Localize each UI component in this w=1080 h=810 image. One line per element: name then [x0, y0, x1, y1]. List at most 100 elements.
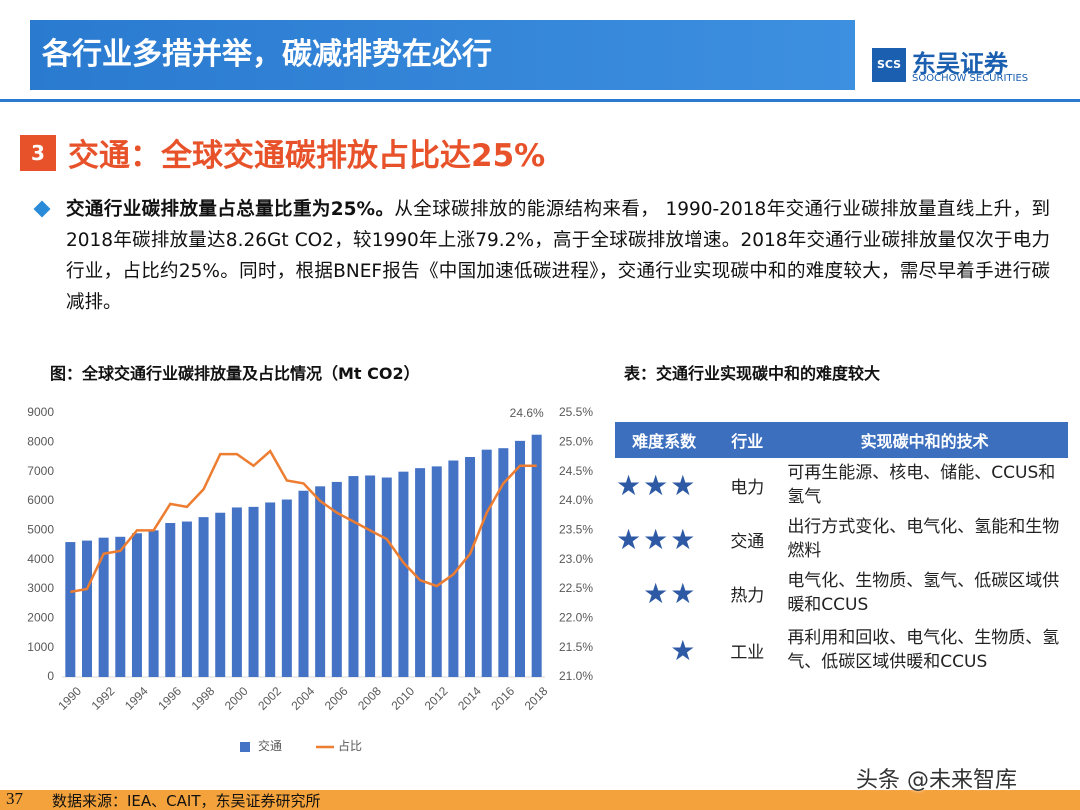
x-tick-label: 2006	[322, 684, 351, 713]
source: 数据来源：IEA、CAIT，东吴证券研究所	[52, 792, 321, 810]
table-cell: 交通	[730, 531, 765, 552]
y-tick-label: 1000	[27, 640, 54, 654]
bar	[98, 537, 109, 677]
chart: 0 1000 2000 3000 4000 5000 6000 7000 8000 9000 21.…	[27, 405, 593, 753]
bar	[248, 506, 259, 677]
bar	[215, 512, 226, 677]
table: 难度系数 行业 实现碳中和的技术 ★★★ 电力 可再生能源、核电、储能、CCUS和氢…	[615, 422, 1068, 680]
table-cell: 电力	[730, 477, 765, 498]
y-tick-label: 9000	[27, 405, 54, 419]
x-tick-label: 2008	[355, 684, 384, 713]
x-tick-label: 1994	[122, 684, 151, 713]
legend-label: 占比	[338, 738, 362, 753]
x-tick-label: 1998	[189, 684, 218, 713]
divider	[0, 99, 1080, 102]
table-cell: 电气化、生物质、氢气、低碳区域供暖和CCUS	[787, 571, 1060, 615]
header-cell: 难度系数	[632, 432, 697, 451]
table-cell: 可再生能源、核电、储能、CCUS和氢气	[787, 463, 1056, 507]
table-row: ★★★ 交通 出行方式变化、电气化、氢能和生物燃料	[615, 512, 1068, 566]
x-tick-label: 2002	[255, 684, 284, 713]
table-header: 难度系数 行业 实现碳中和的技术	[615, 422, 1068, 458]
bar	[315, 486, 326, 677]
bar	[498, 448, 509, 677]
bar	[198, 517, 209, 677]
bar	[465, 457, 476, 677]
bar	[398, 471, 409, 677]
y2-tick-label: 21.5%	[559, 640, 593, 654]
y2-tick-label: 22.0%	[559, 611, 593, 625]
section-number: 3	[20, 135, 56, 171]
header-cell: 行业	[731, 432, 764, 451]
y2-tick-label: 22.5%	[559, 581, 593, 595]
bar	[431, 466, 442, 677]
bar	[81, 540, 92, 677]
table-row: ★ 工业 再利用和回收、电气化、生物质、氢气、低碳区域供暖和CCUS	[615, 620, 1068, 680]
bar	[415, 468, 426, 677]
table-cell: 工业	[730, 642, 765, 663]
chart-title: 图：全球交通行业碳排放量及占比情况（Mt CO2）	[50, 364, 420, 383]
x-tick-label: 2010	[388, 684, 417, 713]
legend-label: 交通	[258, 738, 282, 753]
x-tick-label: 2014	[455, 684, 484, 713]
y-tick-label: 5000	[27, 523, 54, 537]
title: 各行业多措并举，碳减排势在必行	[42, 37, 492, 72]
x-tick-label: 2018	[522, 684, 551, 713]
bar	[265, 502, 276, 677]
y-tick-label: 2000	[27, 611, 54, 625]
y2-tick-label: 24.5%	[559, 464, 593, 478]
bar	[348, 476, 359, 677]
bar	[381, 477, 392, 677]
data-label: 24.6%	[510, 406, 544, 420]
bar	[481, 449, 492, 677]
paragraph-text: 从全球碳排放的能源结构来看， 1990-2018年交通行业碳排放量直线上升，到2…	[66, 199, 1050, 313]
bar	[365, 475, 376, 677]
y2-tick-label: 24.0%	[559, 493, 593, 507]
x-tick-label: 2000	[222, 684, 251, 713]
y2-tick-label: 23.5%	[559, 523, 593, 537]
table-body: ★★★ 电力 可再生能源、核电、储能、CCUS和氢气 ★★★ 交通 出行方式变化、电气化、…	[615, 458, 1068, 680]
paragraph-bold: 交通行业碳排放量占总量比重为25%。	[66, 199, 395, 220]
y-tick-label: 3000	[27, 581, 54, 595]
bar	[181, 521, 192, 677]
rating-cell: ★★	[643, 576, 698, 610]
legend-swatch	[240, 742, 250, 752]
bar	[515, 440, 526, 677]
title-bar: 各行业多措并举，碳减排势在必行	[30, 20, 855, 90]
bar	[331, 481, 342, 677]
y2-tick-label: 21.0%	[559, 669, 593, 683]
line	[70, 449, 537, 594]
logo-name: 东吴证券	[912, 50, 1008, 78]
x-tick-label: 2004	[289, 684, 318, 713]
bullet	[33, 200, 51, 218]
bar	[148, 530, 159, 677]
table-title: 表：交通行业实现碳中和的难度较大	[624, 364, 881, 383]
page-number: 37	[6, 789, 23, 808]
y-tick-label: 8000	[27, 435, 54, 449]
bar	[298, 490, 309, 677]
y-tick-label: 6000	[27, 493, 54, 507]
y-tick-label: 4000	[27, 552, 54, 566]
section-title: 交通：全球交通碳排放占比达25%	[68, 138, 546, 174]
y2-tick-label: 25.5%	[559, 405, 593, 419]
rating-cell: ★★★	[616, 468, 698, 502]
y2-tick-label: 23.0%	[559, 552, 593, 566]
paragraph: 交通行业碳排放量占总量比重为25%。从全球碳排放的能源结构来看， 1990-20…	[66, 194, 1050, 318]
rating-cell: ★	[670, 633, 698, 667]
table-cell: 热力	[730, 585, 765, 606]
x-tick-label: 1990	[55, 684, 84, 713]
footer-bar	[0, 790, 1080, 810]
bar	[115, 536, 126, 677]
y-tick-label: 0	[47, 669, 54, 683]
x-tick-label: 1992	[89, 684, 118, 713]
bar	[448, 460, 459, 677]
table-row: ★★★ 电力 可再生能源、核电、储能、CCUS和氢气	[615, 458, 1068, 512]
bar	[165, 523, 176, 677]
table-row: ★★ 热力 电气化、生物质、氢气、低碳区域供暖和CCUS	[615, 566, 1068, 620]
logo-mark: SCS	[872, 48, 906, 82]
bar	[65, 542, 76, 677]
table-cell: 再利用和回收、电气化、生物质、氢气、低碳区域供暖和CCUS	[787, 628, 1060, 672]
x-tick-label: 2016	[488, 684, 517, 713]
header-cell: 实现碳中和的技术	[860, 432, 989, 451]
y-tick-label: 7000	[27, 464, 54, 478]
